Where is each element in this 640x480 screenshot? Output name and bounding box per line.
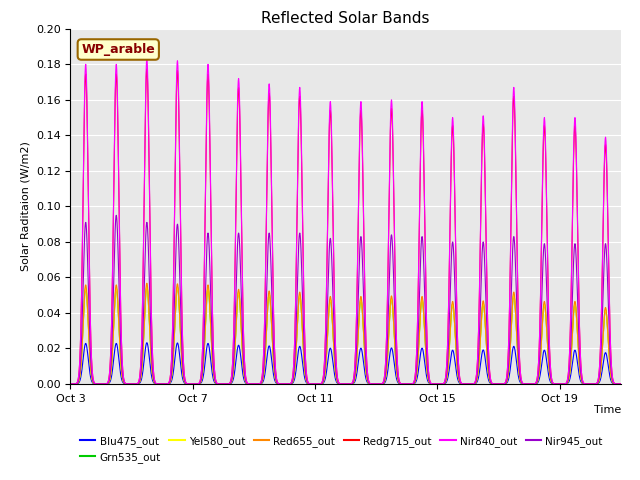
Title: Reflected Solar Bands: Reflected Solar Bands xyxy=(261,11,430,26)
Y-axis label: Solar Raditaion (W/m2): Solar Raditaion (W/m2) xyxy=(20,142,30,271)
Text: Time: Time xyxy=(593,405,621,415)
Legend: Blu475_out, Grn535_out, Yel580_out, Red655_out, Redg715_out, Nir840_out, Nir945_: Blu475_out, Grn535_out, Yel580_out, Red6… xyxy=(76,432,607,467)
Text: WP_arable: WP_arable xyxy=(81,43,155,56)
